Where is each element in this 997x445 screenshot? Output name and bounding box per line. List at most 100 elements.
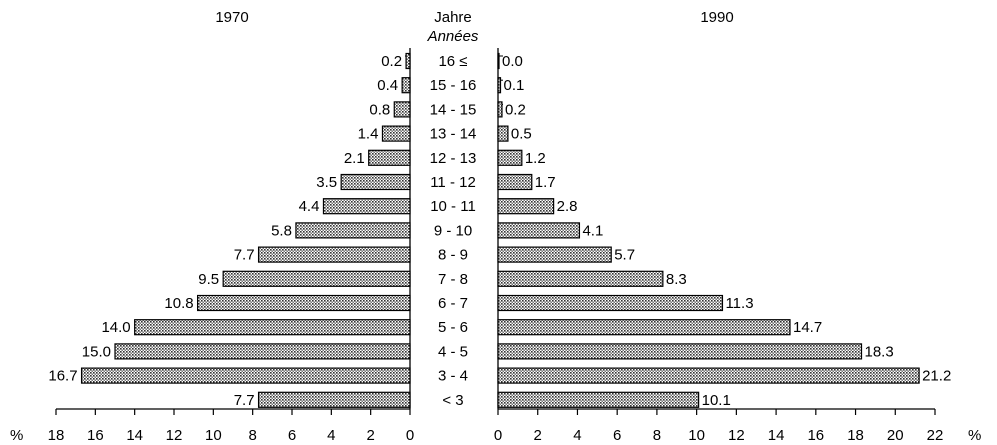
value-label-1970: 15.0	[82, 343, 111, 360]
value-label-1990: 0.1	[504, 77, 525, 94]
value-label-1990: 0.2	[505, 101, 526, 118]
right-x-tick-label: 12	[728, 427, 745, 444]
value-label-1990: 21.2	[922, 368, 951, 385]
right-x-tick-label: 14	[768, 427, 785, 444]
value-label-1970: 10.8	[164, 295, 193, 312]
right-x-tick-label: 18	[847, 427, 864, 444]
value-label-1990: 8.3	[666, 271, 687, 288]
bar-1990	[497, 294, 724, 312]
bar-1990	[497, 246, 612, 263]
bar-1990	[497, 222, 581, 239]
left-x-tick-label: 12	[166, 427, 183, 444]
right-x-tick-label: 4	[573, 427, 581, 444]
bar-1990	[497, 52, 500, 70]
value-label-1990: 4.1	[582, 222, 603, 239]
value-label-1990: 0.5	[511, 126, 532, 143]
category-label: < 3	[442, 392, 463, 409]
category-label: 14 - 15	[430, 101, 477, 118]
value-label-1970: 1.4	[358, 126, 379, 143]
bar-1970	[368, 149, 411, 166]
bar-1990	[497, 198, 555, 215]
right-series-title: 1990	[700, 9, 733, 26]
bar-1970	[222, 270, 411, 287]
right-x-tick-label: 10	[688, 427, 705, 444]
left-x-tick-label: 8	[248, 427, 256, 444]
category-label: 11 - 12	[430, 174, 476, 191]
category-label: 10 - 11	[430, 198, 476, 215]
bar-1990	[497, 343, 863, 360]
right-x-tick-label: 0	[494, 427, 502, 444]
bar-1970	[405, 52, 411, 70]
bar-1990	[497, 367, 920, 384]
bars-layer	[80, 52, 920, 408]
right-x-tick-label: 2	[534, 427, 542, 444]
bar-1990	[497, 391, 700, 408]
left-x-tick-label: 18	[48, 427, 65, 444]
value-label-1970: 2.1	[344, 150, 365, 167]
category-label: 16 ≤	[438, 53, 467, 70]
value-label-1990: 10.1	[702, 392, 731, 409]
right-x-tick-label: 16	[807, 427, 824, 444]
value-label-1990: 1.7	[535, 174, 556, 191]
left-x-tick-label: 4	[327, 427, 335, 444]
value-label-1970: 16.7	[48, 368, 77, 385]
value-label-1990: 14.7	[793, 319, 822, 336]
category-label: 15 - 16	[430, 77, 477, 94]
category-label: 4 - 5	[438, 343, 468, 360]
category-label: 7 - 8	[438, 271, 468, 288]
bar-1970	[257, 391, 411, 408]
value-label-1970: 3.5	[316, 174, 337, 191]
bar-1990	[497, 270, 664, 287]
value-label-1990: 0.0	[502, 53, 523, 70]
category-label: 12 - 13	[430, 150, 477, 167]
bar-1970	[381, 125, 411, 142]
bar-1970	[322, 198, 411, 215]
bar-1990	[497, 173, 533, 191]
category-label: 3 - 4	[438, 368, 468, 385]
bar-1990	[497, 101, 503, 118]
category-label: 8 - 9	[438, 247, 468, 264]
center-header-line2: Années	[427, 28, 479, 45]
value-label-1990: 1.2	[525, 150, 546, 167]
value-label-1970: 7.7	[234, 392, 255, 409]
value-label-1970: 5.8	[271, 222, 292, 239]
category-label: 9 - 10	[434, 222, 472, 239]
bar-1970	[393, 101, 411, 118]
category-label: 5 - 6	[438, 319, 468, 336]
left-x-tick-label: 2	[366, 427, 374, 444]
left-x-tick-label: 0	[406, 427, 414, 444]
axes-layer	[55, 48, 936, 415]
left-series-title: 1970	[215, 9, 248, 26]
bar-1990	[497, 125, 509, 142]
labels-layer: 0 2 4 6 8 10 12 14 16 18 0 2 4 6 8 10 12 14 16 18 20 22 0.2 0.0…	[48, 53, 952, 444]
value-label-1970: 4.4	[299, 198, 320, 215]
value-label-1990: 5.7	[614, 247, 635, 264]
right-x-tick-label: 6	[613, 427, 621, 444]
left-x-tick-label: 6	[288, 427, 296, 444]
value-label-1970: 14.0	[101, 319, 130, 336]
value-label-1970: 0.8	[369, 101, 390, 118]
value-label-1970: 7.7	[234, 247, 255, 264]
left-x-tick-label: 14	[126, 427, 143, 444]
right-x-tick-label: 22	[927, 427, 944, 444]
bar-1970	[295, 222, 411, 239]
bar-1990	[497, 149, 523, 166]
value-label-1970: 0.4	[377, 77, 398, 94]
left-axis-unit: %	[10, 427, 23, 444]
right-x-tick-label: 20	[887, 427, 904, 444]
category-label: 13 - 14	[430, 126, 477, 143]
value-label-1970: 9.5	[198, 271, 219, 288]
bar-1970	[401, 77, 411, 94]
left-x-tick-label: 10	[205, 427, 222, 444]
right-axis-unit: %	[968, 427, 981, 444]
bar-1970	[134, 319, 411, 336]
bar-1990	[497, 319, 791, 336]
bar-1970	[340, 173, 411, 191]
right-x-tick-label: 8	[653, 427, 661, 444]
bar-1970	[197, 294, 411, 312]
value-label-1970: 0.2	[381, 53, 402, 70]
value-label-1990: 11.3	[725, 295, 753, 312]
left-x-tick-label: 16	[87, 427, 104, 444]
category-label: 6 - 7	[438, 295, 468, 312]
